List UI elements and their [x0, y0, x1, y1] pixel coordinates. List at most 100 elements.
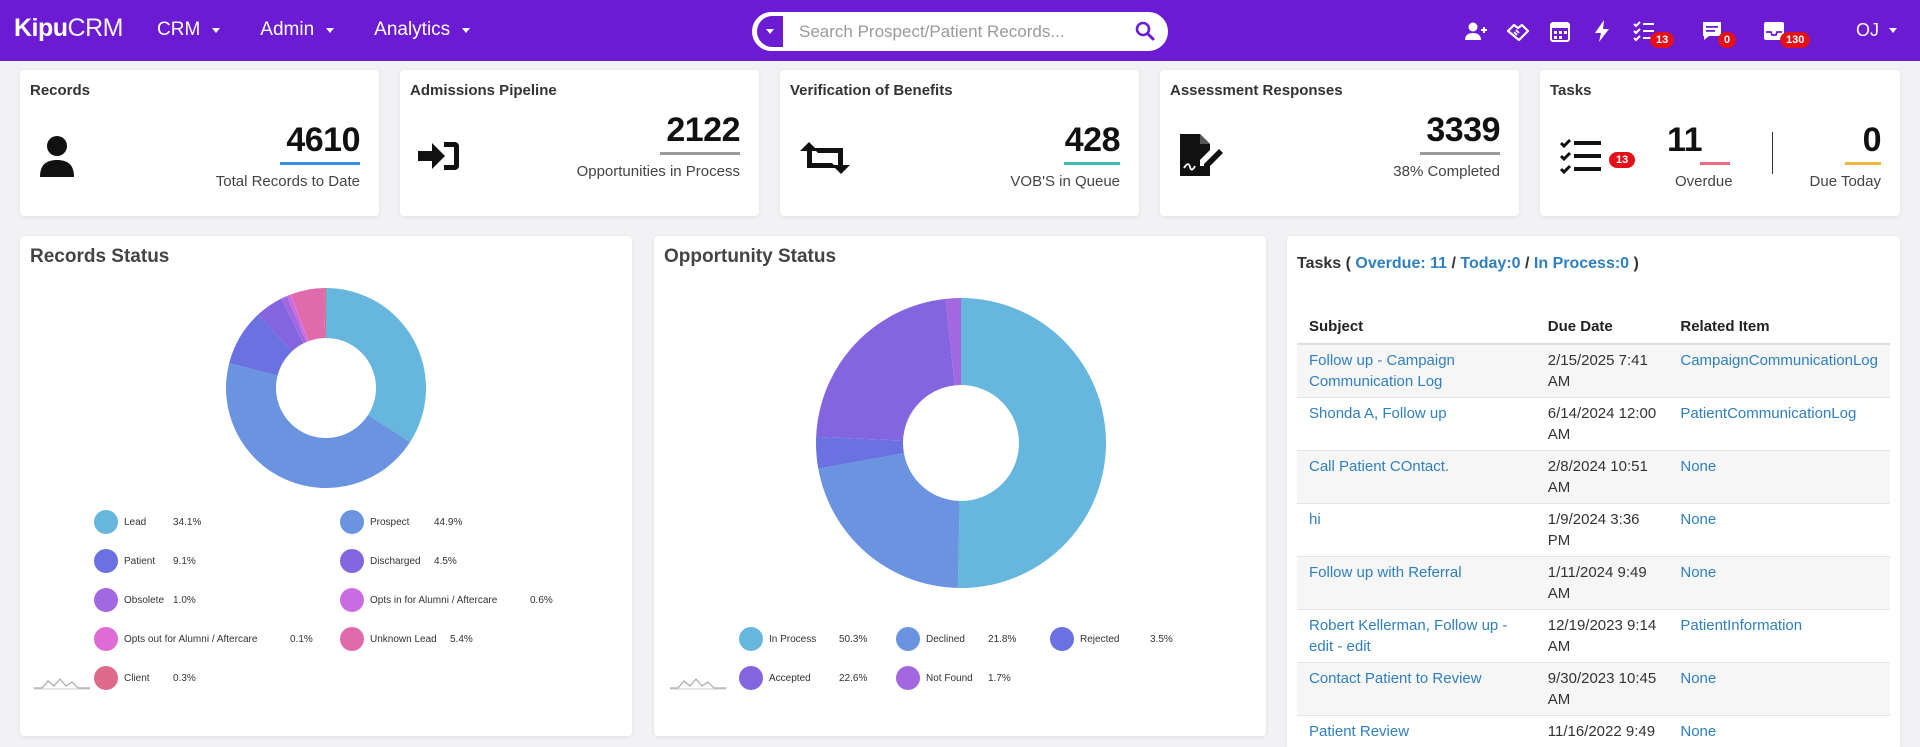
- pie-slice-prospect[interactable]: [226, 363, 411, 488]
- tasks-card[interactable]: Tasks 13 11 Overdue 0 Due Today: [1540, 70, 1900, 216]
- user-menu[interactable]: OJ: [1856, 20, 1898, 41]
- task-related-item-link[interactable]: None: [1668, 556, 1890, 610]
- search-icon[interactable]: [1135, 21, 1155, 46]
- pie-slice-in-process[interactable]: [957, 298, 1106, 588]
- legend-item[interactable]: In Process 50.3%: [739, 627, 867, 651]
- legend-item[interactable]: Opts out for Alumni / Aftercare 0.1%: [94, 627, 313, 651]
- pie-slice-lead[interactable]: [326, 288, 426, 443]
- tasks-today-link[interactable]: Today:0: [1460, 255, 1521, 272]
- main-menu: CRM Admin Analytics: [157, 19, 510, 41]
- vob-card[interactable]: Verification of Benefits 428 VOB'S in Qu…: [780, 70, 1139, 216]
- task-related-item-link[interactable]: CampaignCommunicationLog: [1668, 343, 1890, 398]
- legend-item[interactable]: Prospect 44.9%: [340, 510, 462, 534]
- chat-icon[interactable]: 0: [1700, 19, 1737, 48]
- task-subject-link[interactable]: hi: [1297, 503, 1536, 557]
- trend-sparkline-icon[interactable]: [670, 676, 726, 695]
- separator: /: [1451, 255, 1456, 272]
- assessment-responses-card[interactable]: Assessment Responses 3339 38% Completed: [1160, 70, 1519, 216]
- pie-slice-client[interactable]: [324, 288, 326, 339]
- menu-analytics[interactable]: Analytics: [374, 19, 471, 41]
- task-subject-link[interactable]: Patient Review: [1297, 715, 1536, 747]
- legend-item[interactable]: Discharged 4.5%: [340, 549, 457, 573]
- column-header-subject[interactable]: Subject: [1297, 308, 1536, 345]
- tasks-table: Subject Due Date Related Item Follow up …: [1297, 308, 1890, 747]
- pie-slice-obsolete[interactable]: [281, 295, 307, 344]
- task-related-item-link[interactable]: None: [1668, 503, 1890, 557]
- records-accent-bar: [280, 162, 360, 165]
- admissions-pipeline-card[interactable]: Admissions Pipeline 2122 Opportunities i…: [400, 70, 759, 216]
- legend-item[interactable]: Rejected 3.5%: [1050, 627, 1173, 651]
- pie-slice-not-found[interactable]: [945, 298, 961, 386]
- task-subject-link[interactable]: Robert Kellerman, Follow up - edit - edi…: [1297, 609, 1536, 663]
- pie-slice-opts-in-for-alumni-aftercare[interactable]: [286, 294, 309, 342]
- task-related-item-link[interactable]: None: [1668, 715, 1890, 747]
- vob-count: 428: [1064, 121, 1121, 159]
- legend-swatch: [94, 627, 118, 651]
- search-scope-dropdown[interactable]: [757, 16, 783, 47]
- task-subject-link[interactable]: Follow up - Campaign Communication Log: [1297, 343, 1536, 398]
- legend-item[interactable]: Opts in for Alumni / Aftercare 0.6%: [340, 588, 553, 612]
- menu-admin[interactable]: Admin: [260, 19, 335, 41]
- task-related-item-link[interactable]: PatientCommunicationLog: [1668, 397, 1890, 451]
- tasks-in-process-link[interactable]: In Process:0: [1533, 255, 1630, 272]
- tasks-overdue-link[interactable]: Overdue: 11: [1355, 255, 1448, 272]
- card-title: Admissions Pipeline: [410, 82, 557, 99]
- tasks-card-badge: 13: [1609, 152, 1636, 168]
- messages-count-badge: 0: [1718, 32, 1737, 48]
- legend-item[interactable]: Accepted 22.6%: [739, 666, 867, 690]
- legend-item[interactable]: Not Found 1.7%: [896, 666, 1011, 690]
- task-related-item-link[interactable]: None: [1668, 662, 1890, 716]
- legend-label: Rejected: [1080, 633, 1120, 645]
- legend-swatch: [94, 588, 118, 612]
- task-related-item-link[interactable]: PatientInformation: [1668, 609, 1890, 663]
- legend-label: Opts out for Alumni / Aftercare: [124, 633, 258, 645]
- pie-slice-opts-out-for-alumni-aftercare[interactable]: [290, 294, 309, 342]
- tasks-list-icon: [1559, 138, 1602, 181]
- legend-item[interactable]: Unknown Lead 5.4%: [340, 627, 473, 651]
- table-row: Shonda A, Follow up 6/14/2024 12:00 AM Pat…: [1297, 397, 1890, 451]
- sign-in-icon: [418, 140, 460, 177]
- menu-crm[interactable]: CRM: [157, 19, 221, 41]
- pie-slice-unknown-lead[interactable]: [290, 288, 326, 342]
- tasks-panel: Tasks ( Overdue: 11 / Today:0 / In Proce…: [1287, 236, 1900, 747]
- legend-percent: 5.4%: [450, 633, 473, 645]
- legend-item[interactable]: Declined 21.8%: [896, 627, 1016, 651]
- table-row: Contact Patient to Review 9/30/2023 10:45…: [1297, 662, 1890, 716]
- legend-item[interactable]: Client 0.3%: [94, 666, 196, 690]
- column-header-related-item[interactable]: Related Item: [1668, 308, 1890, 345]
- legend-label: Not Found: [926, 672, 973, 684]
- legend-percent: 0.1%: [290, 633, 313, 645]
- legend-item[interactable]: Obsolete 1.0%: [94, 588, 196, 612]
- pie-slice-rejected[interactable]: [816, 436, 904, 469]
- task-subject-link[interactable]: Shonda A, Follow up: [1297, 397, 1536, 451]
- tasks-icon[interactable]: 13: [1632, 19, 1675, 48]
- trend-sparkline-icon[interactable]: [34, 676, 90, 695]
- task-subject-link[interactable]: Contact Patient to Review: [1297, 662, 1536, 716]
- task-subject-link[interactable]: Follow up with Referral: [1297, 556, 1536, 610]
- legend-item[interactable]: Lead 34.1%: [94, 510, 201, 534]
- due-today-accent-bar: [1845, 162, 1881, 165]
- pie-slice-discharged[interactable]: [258, 298, 304, 352]
- legend-item[interactable]: Patient 9.1%: [94, 549, 196, 573]
- chevron-down-icon: [212, 27, 221, 33]
- pie-slice-accepted[interactable]: [816, 298, 955, 441]
- inbox-icon[interactable]: 130: [1762, 19, 1811, 48]
- lightning-icon[interactable]: [1590, 19, 1614, 43]
- task-related-item-link[interactable]: None: [1668, 450, 1890, 504]
- legend-percent: 50.3%: [839, 633, 868, 645]
- pie-slice-declined[interactable]: [818, 453, 960, 588]
- opportunity-status-donut-chart[interactable]: [816, 298, 1106, 588]
- add-user-icon[interactable]: [1464, 19, 1488, 43]
- calendar-icon[interactable]: [1548, 19, 1572, 43]
- card-title: Assessment Responses: [1170, 82, 1343, 99]
- records-card[interactable]: Records 4610 Total Records to Date: [20, 70, 379, 216]
- pie-slice-patient[interactable]: [229, 314, 293, 376]
- task-subject-link[interactable]: Call Patient COntact.: [1297, 450, 1536, 504]
- panel-title: Records Status: [30, 246, 170, 267]
- handshake-icon[interactable]: [1506, 19, 1530, 43]
- brand-logo[interactable]: KipuCRM: [14, 14, 123, 42]
- column-header-due-date[interactable]: Due Date: [1535, 308, 1669, 345]
- search-input[interactable]: [799, 21, 1129, 42]
- records-status-donut-chart[interactable]: [226, 288, 426, 488]
- legend-percent: 22.6%: [839, 672, 868, 684]
